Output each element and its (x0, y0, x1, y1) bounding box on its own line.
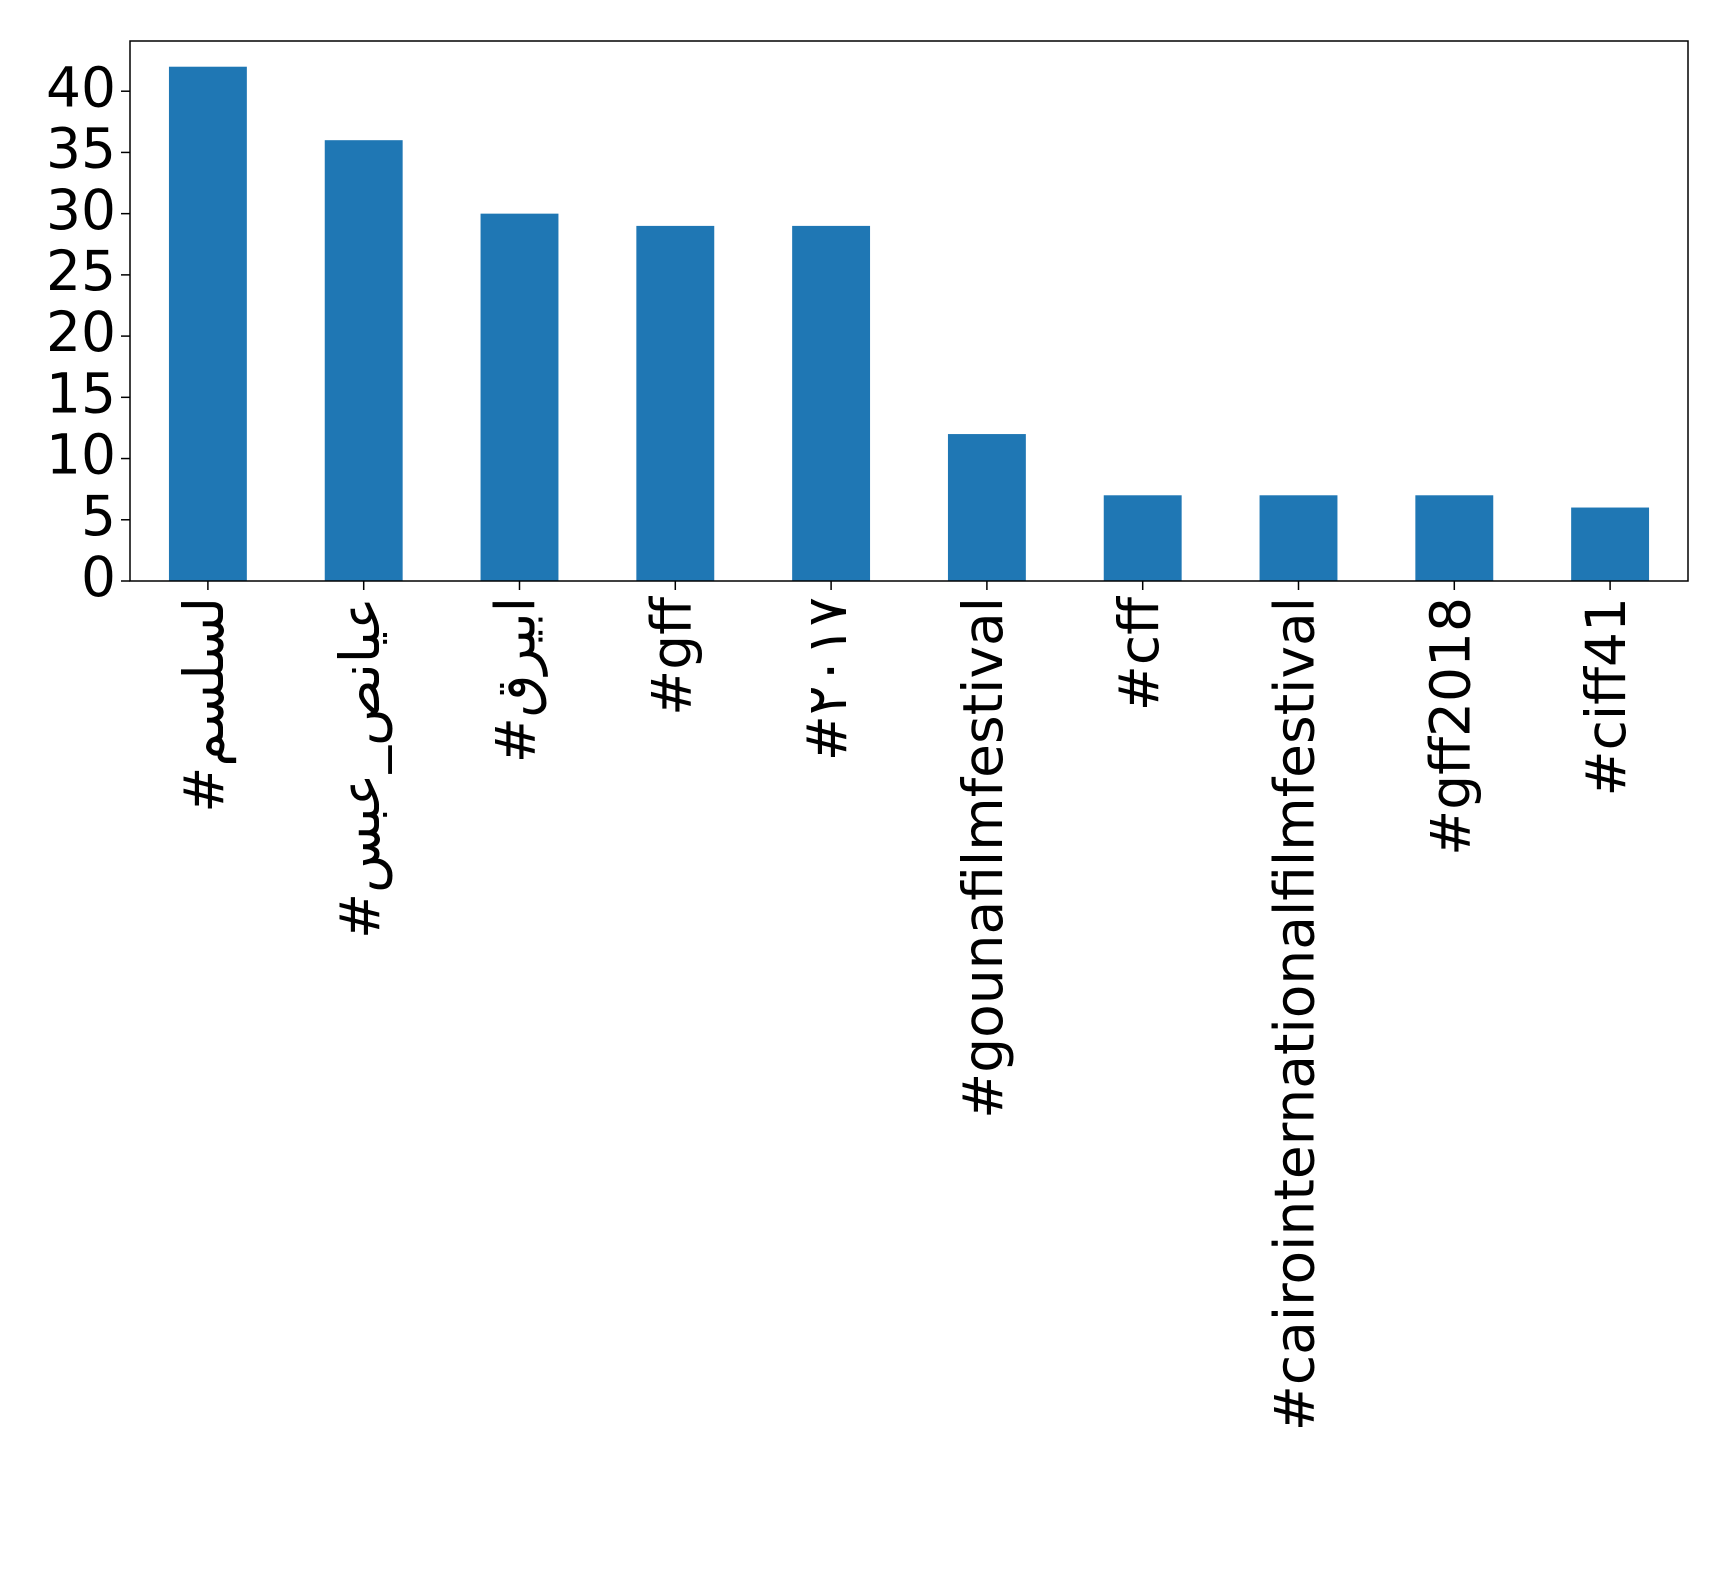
y-tick-label: 30 (46, 178, 116, 242)
x-tick-label: #gff (639, 596, 703, 716)
x-tick-label: #٢٠١٧ (795, 597, 859, 761)
y-tick-label: 10 (46, 423, 116, 487)
x-tick-label: #سبع_صنايع (328, 597, 393, 939)
plot-frame (129, 40, 1689, 582)
y-tick-label: 25 (46, 239, 116, 303)
bar (792, 225, 871, 582)
x-tick-label: #قريبا (484, 597, 548, 763)
x-tick-label: #gounafilmfestival (951, 597, 1015, 1119)
y-tick-label: 40 (46, 55, 116, 119)
y-tick-label: 5 (81, 484, 116, 548)
bar (1259, 495, 1338, 581)
bar (1571, 507, 1650, 581)
x-tick-label: #cff (1107, 596, 1171, 711)
y-tick-label: 0 (81, 545, 116, 609)
y-tick-label: 20 (46, 300, 116, 364)
x-tick-label: #ciff41 (1574, 597, 1638, 796)
bar (480, 213, 559, 581)
x-tick-label: #مسلسل (172, 597, 236, 813)
bar (1415, 495, 1494, 581)
bar (1103, 495, 1182, 581)
x-tick-label: #gff2018 (1418, 597, 1482, 856)
bar (324, 140, 403, 582)
y-tick-label: 35 (46, 117, 116, 181)
bar (168, 66, 247, 581)
bar (947, 434, 1026, 581)
x-tick-label: #cairointernationalfilmfestival (1263, 597, 1327, 1431)
bar (636, 225, 715, 582)
y-tick-label: 15 (46, 361, 116, 425)
